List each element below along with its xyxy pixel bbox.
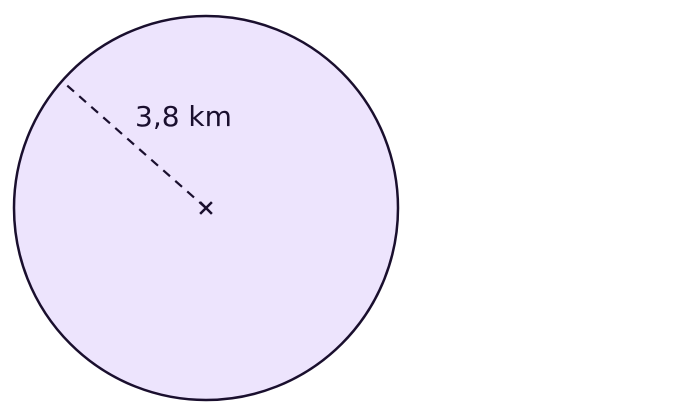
center-cross-icon: [199, 201, 213, 215]
radius-line: [61, 80, 207, 209]
radius-label: 3,8 km: [135, 100, 232, 133]
